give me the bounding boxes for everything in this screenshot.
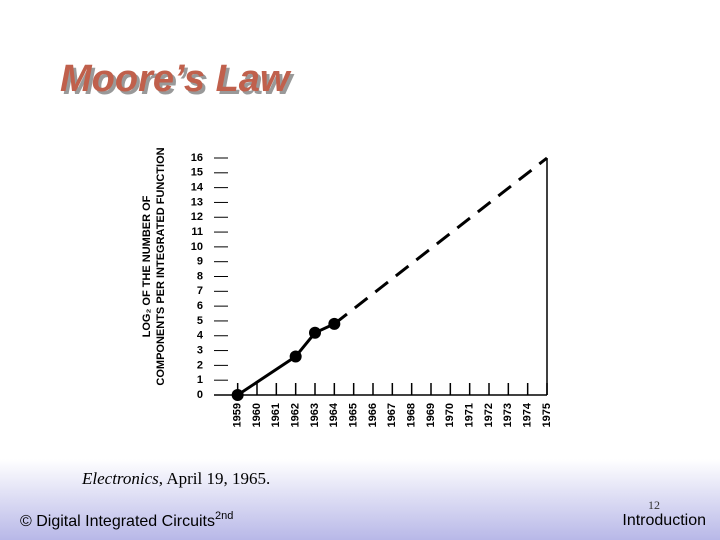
- y-tick-label: 6: [197, 300, 203, 312]
- caption-source: Electronics: [81, 469, 159, 488]
- y-tick-label: 1: [197, 374, 203, 386]
- data-point: [289, 350, 302, 363]
- data-point: [309, 326, 321, 339]
- x-tick-label: 1974: [522, 402, 534, 427]
- x-tick-label: 1964: [328, 402, 340, 427]
- y-tick-label: 7: [197, 285, 203, 297]
- y-tick-label: 14: [191, 182, 204, 194]
- y-tick-label: 2: [197, 359, 203, 371]
- y-tick-label: 9: [197, 256, 203, 268]
- y-tick-label: 10: [191, 241, 203, 253]
- y-axis-label: COMPONENTS PER INTEGRATED FUNCTION: [155, 147, 167, 385]
- x-tick-label: 1965: [348, 403, 360, 427]
- y-tick-label: 4: [197, 330, 204, 342]
- x-tick-label: 1967: [386, 403, 398, 427]
- y-tick-label: 11: [191, 226, 203, 238]
- title: Moore’s Law: [60, 58, 292, 100]
- x-tick-label: 1973: [502, 403, 514, 427]
- y-tick-label: 3: [197, 344, 203, 356]
- x-tick-label: 1963: [309, 403, 321, 427]
- page-number: 12: [648, 498, 660, 512]
- data-point: [231, 389, 244, 401]
- x-tick-label: 1970: [444, 403, 456, 427]
- footer-sup: 2nd: [215, 510, 233, 522]
- y-axis-label: LOG₂ OF THE NUMBER OF: [141, 195, 153, 337]
- x-tick-label: 1972: [483, 403, 495, 427]
- footer-left: © Digital Integrated Circuits2nd: [20, 510, 233, 530]
- caption: Electronics, April 19, 1965.: [81, 469, 270, 488]
- title-shadow: Moore’s Law: [63, 61, 295, 103]
- footer-right: Introduction: [622, 512, 706, 529]
- y-tick-label: 8: [197, 270, 203, 282]
- footer-text: © Digital Integrated Circuits: [20, 513, 215, 530]
- y-tick-label: 15: [191, 167, 203, 179]
- y-tick-label: 12: [191, 211, 203, 223]
- x-tick-label: 1962: [290, 403, 302, 427]
- caption-rest: , April 19, 1965.: [159, 469, 270, 488]
- x-tick-label: 1960: [251, 403, 263, 427]
- y-tick-label: 0: [197, 389, 203, 401]
- x-tick-label: 1961: [270, 403, 282, 427]
- x-tick-label: 1969: [425, 403, 437, 427]
- x-tick-label: 1975: [541, 403, 553, 427]
- y-tick-label: 16: [191, 152, 203, 164]
- x-tick-label: 1968: [406, 403, 418, 427]
- x-tick-label: 1971: [464, 403, 476, 427]
- x-tick-label: 1966: [367, 403, 379, 427]
- trend-line: [333, 156, 548, 326]
- y-tick-label: 13: [191, 196, 203, 208]
- x-tick-label: 1959: [232, 403, 244, 427]
- data-line: [236, 322, 335, 397]
- y-tick-label: 5: [197, 315, 203, 327]
